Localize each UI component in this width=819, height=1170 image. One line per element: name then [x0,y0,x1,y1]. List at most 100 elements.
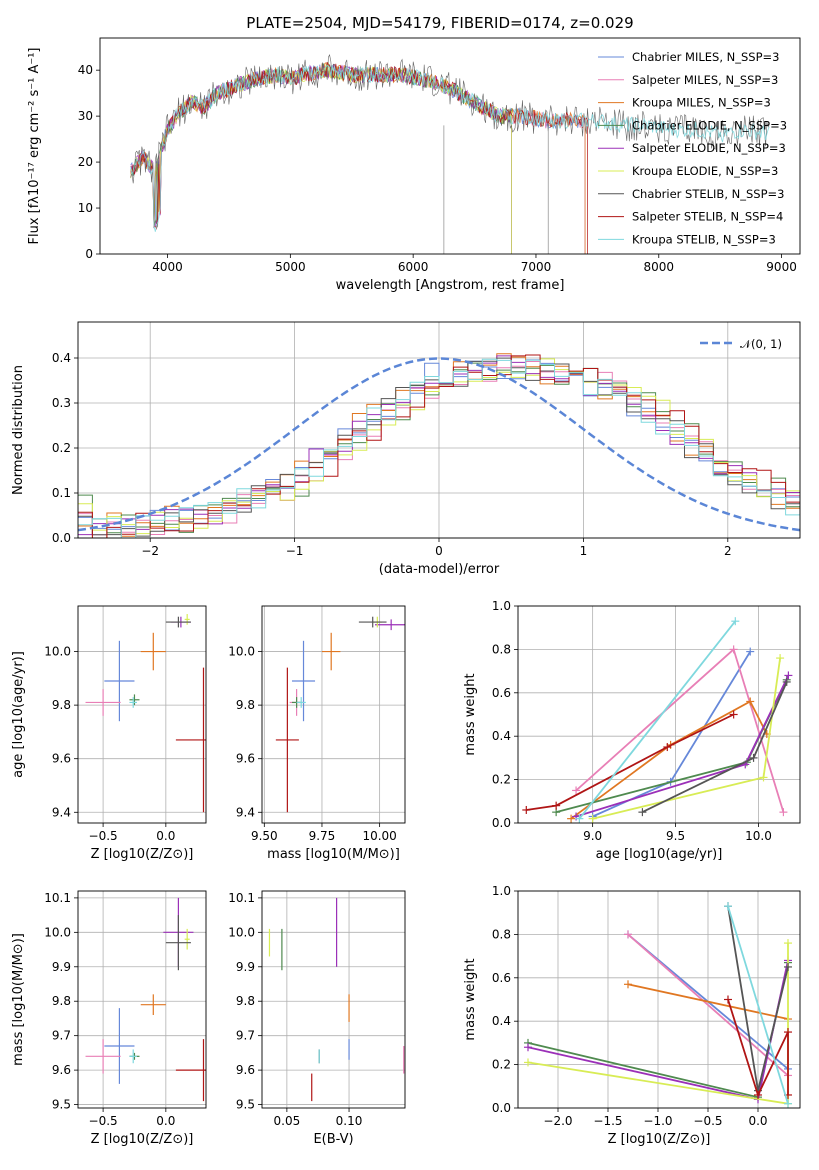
y-tick-label: 9.9 [236,960,255,974]
legend: Chabrier MILES, N_SSP=3 Salpeter MILES, N… [598,50,787,246]
panel-weight-vs-age: 9.0 9.5 10.0 0.0 0.2 0.4 0.6 0.8 1.0 age [log10(a… [463,599,801,862]
y-tick-label: 0.4 [492,1014,511,1028]
x-tick-label: 0.0 [748,1114,767,1128]
y-tick-label: 0 [85,247,93,261]
x-tick-label: 1 [580,544,588,558]
weight-marker-7 [784,1028,792,1037]
weight-line-7 [526,713,734,811]
weight-marker-4 [784,671,793,680]
plot-area [85,897,206,1102]
x-tick-label: 9.5 [666,829,685,843]
axes-frame [77,890,207,1109]
y-tick-label: 10.0 [44,925,71,939]
x-tick-label: −0.5 [693,1114,722,1128]
axes-frame [77,605,207,824]
y-tick-label: 0.2 [492,1058,511,1072]
x-tick-label: 0.0 [156,829,175,843]
axes-frame [77,321,801,539]
y-tick-label: 9.6 [52,752,71,766]
x-tick-label: 0.10 [336,1114,363,1128]
x-axis-label: E(B-V) [313,1132,353,1147]
x-axis-label: Z [log10(Z/Z⊙)] [608,1132,711,1147]
legend-entry: 𝒩(0, 1) [740,337,782,351]
plot-area [268,897,405,1102]
y-tick-label: 10.0 [44,645,71,659]
y-tick-label: 10.1 [44,891,71,905]
weight-marker-7 [663,743,672,752]
weight-marker-8 [575,814,584,823]
weight-marker-6 [784,962,792,971]
legend-entry-4: Salpeter ELODIE, N_SSP=3 [632,141,786,155]
y-tick-label: 9.8 [236,698,255,712]
axes-frame [517,890,801,1109]
x-axis-label: wavelength [Angstrom, rest frame] [336,278,565,293]
weight-marker-2 [746,697,755,706]
y-tick-label: 10.1 [228,891,255,905]
x-tick-label: −1.0 [643,1114,672,1128]
y-tick-label: 9.7 [236,1029,255,1043]
weight-marker-1 [779,808,788,817]
x-tick-label: 9.0 [583,829,602,843]
y-tick-label: 40 [78,63,93,77]
weight-marker-6 [782,677,791,686]
y-tick-label: 0.2 [492,773,511,787]
panel-spectrum: 4000 5000 6000 7000 8000 9000 0 10 20 30 40 Chabrie… [27,37,801,293]
x-tick-label: 0 [435,544,443,558]
y-tick-label: 9.6 [52,1063,71,1077]
y-tick-label: 9.4 [52,805,71,819]
x-tick-label: 8000 [643,260,674,274]
y-tick-label: 0.6 [492,971,511,985]
weight-marker-6 [638,808,647,817]
x-axis-label: age [log10(age/yr)] [596,847,723,862]
legend-entry-1: Salpeter MILES, N_SSP=3 [632,73,778,87]
y-tick-label: 10.0 [228,925,255,939]
panels: 4000 5000 6000 7000 8000 9000010203040Chabrie… [11,37,801,1147]
plot-area [275,616,405,813]
legend-entry-7: Salpeter STELIB, N_SSP=4 [632,210,783,224]
weight-marker-7 [729,710,738,719]
x-tick-label: 4000 [152,260,183,274]
axes-frame [261,605,406,824]
axes-frame [261,890,406,1109]
series-line-2 [130,61,586,254]
y-axis-label: mass [log10(M/M⊙)] [11,933,26,1066]
plot-area [524,902,792,1108]
weight-marker-8 [731,617,740,626]
x-axis-label: (data-model)/error [379,562,500,577]
axes-frame [517,605,801,824]
series-line-7 [130,62,588,254]
x-axis-label: Z [log10(Z/Z⊙)] [91,847,194,862]
y-tick-label: 9.8 [236,994,255,1008]
x-axis-label: Z [log10(Z/Z⊙)] [91,1132,194,1147]
weight-line-8 [727,905,789,1104]
y-tick-label: 0.4 [492,729,511,743]
y-tick-label: 0.3 [52,396,71,410]
y-tick-label: 1.0 [492,884,511,898]
x-tick-label: 9.50 [251,829,278,843]
weight-marker-7 [754,1090,762,1099]
x-tick-label: 7000 [521,260,552,274]
weight-line-7 [727,999,789,1098]
x-tick-label: 10.0 [745,829,772,843]
x-tick-label: 0.0 [156,1114,175,1128]
plot-area [522,617,793,823]
legend: 𝒩(0, 1) [700,337,782,351]
x-tick-label: −0.5 [89,829,118,843]
legend-entry-3: Chabrier ELODIE, N_SSP=3 [632,118,787,132]
series-line-8 [130,64,770,232]
weight-marker-7 [552,801,561,810]
y-tick-label: 0.6 [492,686,511,700]
weight-marker-2 [567,814,576,823]
weight-line-1 [627,933,789,1077]
y-tick-label: 0.0 [52,531,71,545]
y-tick-label: 0.8 [492,642,511,656]
weight-line-1 [575,647,785,813]
x-tick-label: −2 [141,544,159,558]
x-tick-label: 10.00 [362,829,396,843]
y-axis-label: Flux [fλ10⁻¹⁷ erg cm⁻² s⁻¹ A⁻¹] [27,48,42,245]
x-tick-label: 5000 [275,260,306,274]
weight-line-0 [592,651,751,818]
y-tick-label: 0.0 [492,1101,511,1115]
weight-marker-5 [759,773,768,782]
y-tick-label: 9.9 [52,960,71,974]
